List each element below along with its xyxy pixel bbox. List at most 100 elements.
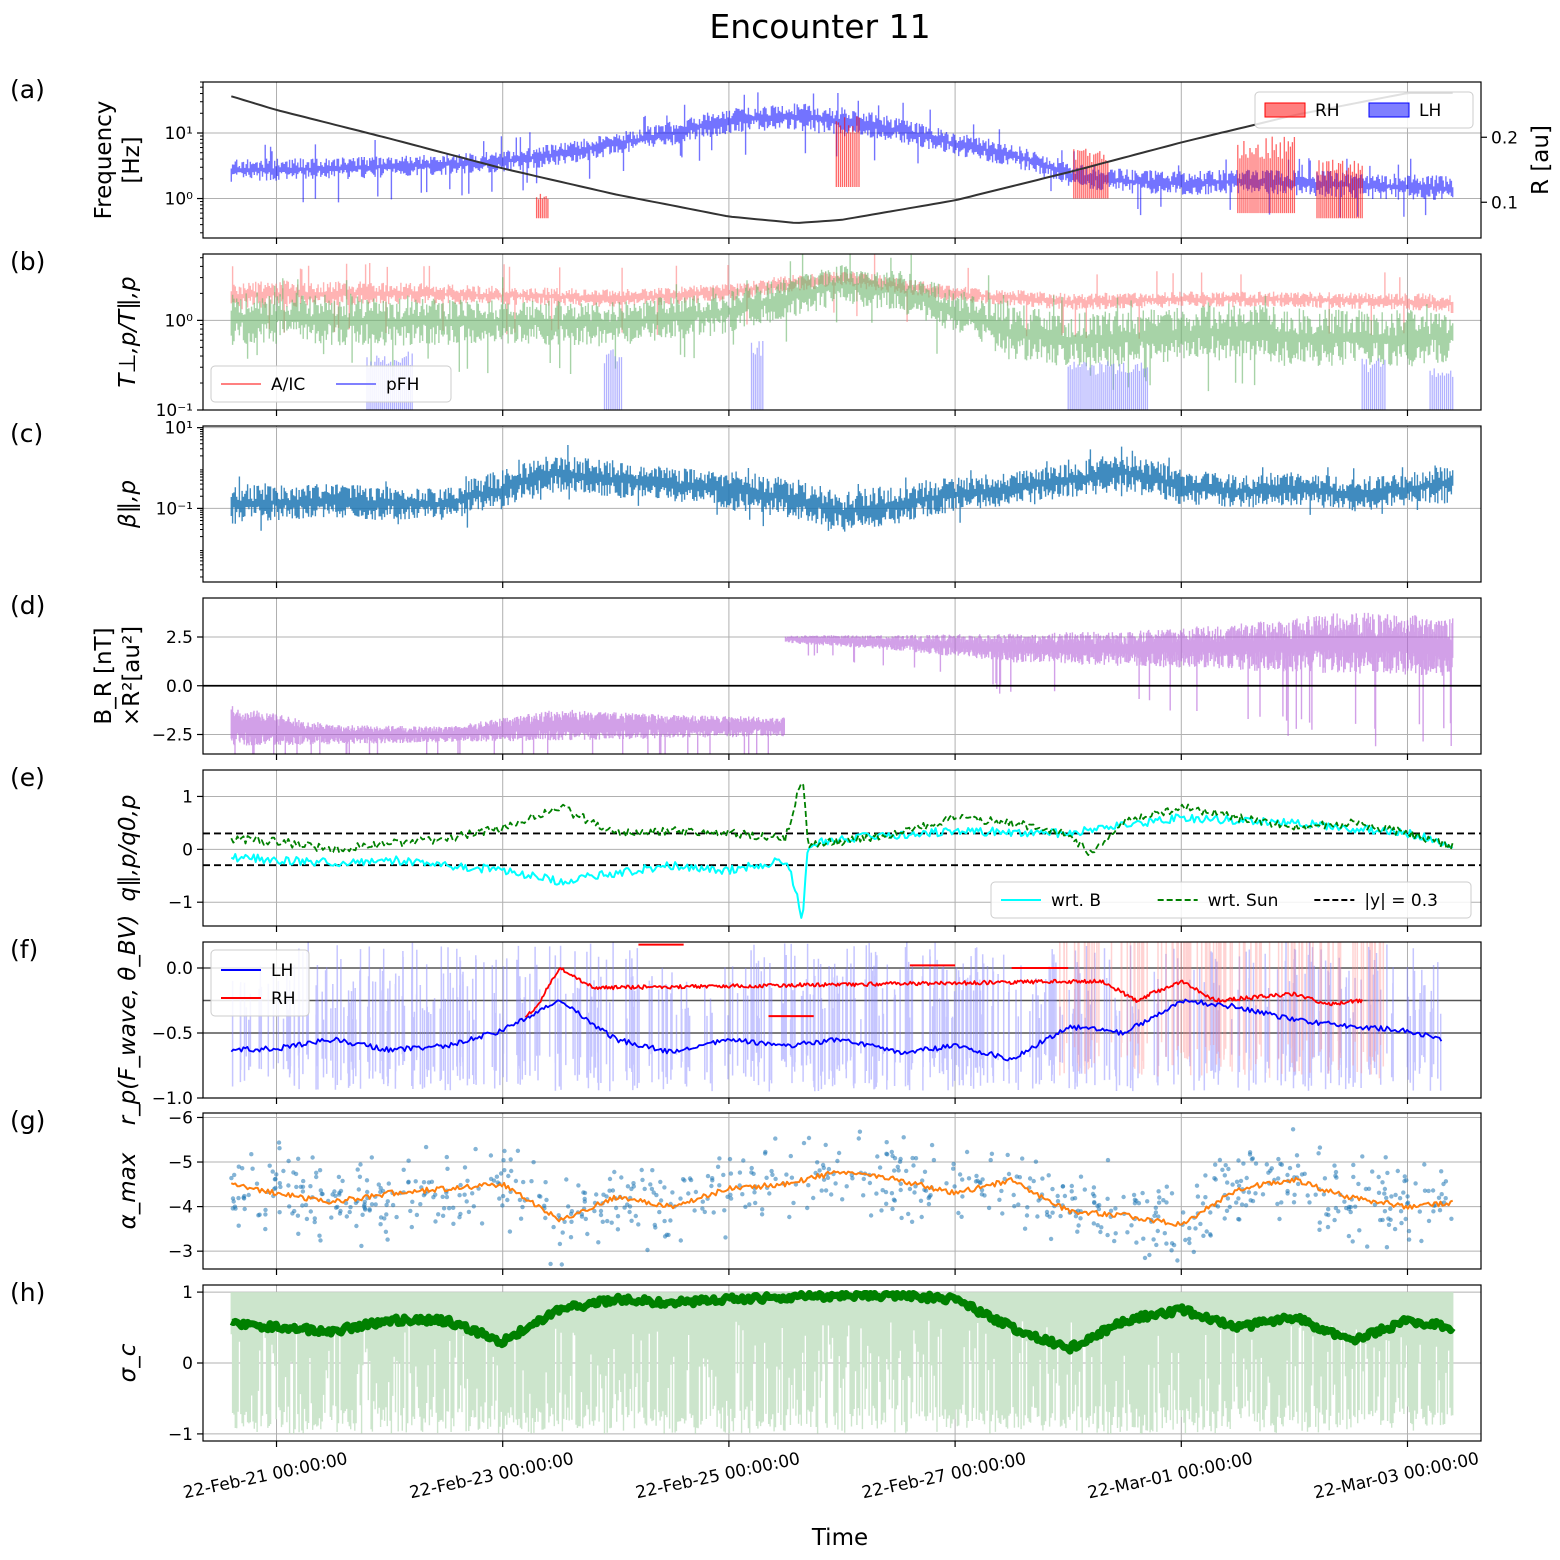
plot-area-h <box>203 1285 1481 1441</box>
scatter-point <box>1392 1226 1398 1232</box>
scatter-point <box>317 1168 323 1173</box>
scatter-point <box>1395 1168 1401 1174</box>
panel-a: 10⁰ 10¹ 0.1 0.2 R [au] (a) Frequency[Hz] RH LH <box>10 75 1554 244</box>
scatter-point <box>629 1218 634 1224</box>
scatter-point <box>566 1204 571 1209</box>
scatter-point <box>319 1191 324 1197</box>
span-RH <box>535 193 549 219</box>
span-pFH <box>1067 361 1149 410</box>
scatter-point <box>488 1176 494 1182</box>
scatter-point <box>1156 1200 1162 1205</box>
scatter-point <box>583 1216 588 1222</box>
scatter-point <box>1113 1231 1118 1236</box>
scatter-point <box>1389 1194 1394 1199</box>
scatter-point <box>500 1193 506 1199</box>
scatter-point <box>1131 1192 1137 1198</box>
scatter-point <box>957 1172 963 1177</box>
scatter-point <box>1020 1156 1025 1161</box>
scatter-point <box>579 1212 584 1217</box>
scatter-point <box>1134 1198 1139 1204</box>
scatter-point <box>378 1185 383 1191</box>
scatter-point <box>1388 1217 1393 1223</box>
panel-label: (d) <box>10 591 45 620</box>
scatter-point <box>1108 1208 1114 1214</box>
scatter-point <box>1194 1183 1200 1188</box>
scatter-point <box>980 1177 985 1182</box>
scatter-point <box>1406 1237 1412 1242</box>
scatter-point <box>868 1213 874 1218</box>
scatter-point <box>648 1182 653 1187</box>
scatter-point <box>1033 1159 1039 1164</box>
y-tick-label: 10¹ <box>165 124 193 144</box>
y-label-line: ×R²[au²] <box>119 626 145 726</box>
scatter-point <box>960 1194 965 1199</box>
scatter-point <box>1243 1203 1249 1208</box>
scatter-point <box>1147 1252 1152 1258</box>
scatter-point <box>1241 1161 1246 1166</box>
scatter-point <box>1269 1166 1275 1171</box>
scatter-point <box>365 1189 370 1195</box>
scatter-point <box>931 1157 937 1163</box>
scatter-point <box>1200 1201 1206 1206</box>
scatter-point <box>891 1197 897 1202</box>
scatter-point <box>788 1153 793 1159</box>
scatter-point <box>451 1205 456 1211</box>
series-r-au- <box>231 92 1453 224</box>
scatter-point <box>308 1209 313 1214</box>
scatter-point <box>1336 1209 1341 1214</box>
scatter-point <box>749 1170 754 1175</box>
scatter-point <box>274 1172 279 1177</box>
scatter-point <box>300 1184 306 1190</box>
scatter-point <box>318 1238 323 1243</box>
legend-swatch <box>1368 102 1410 118</box>
scatter-point <box>823 1188 829 1193</box>
scatter-point <box>923 1188 929 1193</box>
scatter-point <box>1276 1156 1281 1162</box>
y-tick-label: −6 <box>168 1108 193 1128</box>
y-tick-label: −0.5 <box>152 1024 193 1044</box>
scatter-point <box>242 1193 247 1199</box>
scatter-point <box>662 1218 667 1224</box>
scatter-point <box>997 1197 1002 1203</box>
scatter-point <box>509 1168 514 1174</box>
scatter-point <box>770 1172 775 1178</box>
band-proton <box>230 254 1454 392</box>
scatter-point <box>1204 1229 1209 1234</box>
scatter-point <box>290 1211 295 1216</box>
scatter-point <box>444 1194 450 1200</box>
y-axis-label: B_R [nT]×R²[au²] <box>91 626 145 726</box>
scatter-point <box>501 1158 506 1163</box>
scatter-point <box>242 1206 247 1212</box>
scatter-point <box>1378 1217 1383 1223</box>
scatter-point <box>333 1193 338 1199</box>
scatter-point <box>592 1208 597 1214</box>
scatter-point <box>686 1191 691 1196</box>
scatter-point <box>1402 1174 1408 1179</box>
scatter-point <box>462 1165 468 1170</box>
scatter-point <box>1058 1213 1063 1219</box>
scatter-point <box>1017 1175 1022 1180</box>
scatter-point <box>471 1204 476 1209</box>
y-tick-label: −3 <box>168 1242 193 1262</box>
scatter-point <box>1105 1232 1110 1238</box>
scatter-point <box>1405 1201 1410 1206</box>
scatter-point <box>1307 1200 1312 1205</box>
axes-frame <box>202 425 1482 583</box>
panel-e: −1 0 1 (e) q∥,p/q0,p wrt. B wrt. Sun |y| = 0.3 <box>10 763 1482 932</box>
scatter-point <box>1069 1183 1075 1189</box>
scatter-point <box>543 1215 548 1221</box>
scatter-point <box>521 1179 526 1185</box>
scatter-point <box>728 1196 734 1201</box>
span-RH <box>1237 136 1296 214</box>
scatter-point <box>721 1172 726 1178</box>
scatter-point <box>1044 1209 1050 1215</box>
scatter-point <box>1187 1236 1192 1242</box>
scatter-point <box>347 1209 352 1215</box>
scatter-point <box>784 1172 789 1177</box>
scatter-point <box>494 1174 500 1179</box>
scatter-point <box>1317 1145 1323 1150</box>
scatter-point <box>1201 1233 1206 1239</box>
legend-swatch <box>1264 102 1306 118</box>
scatter-point <box>1376 1174 1381 1180</box>
plot-area-d <box>203 598 1481 754</box>
